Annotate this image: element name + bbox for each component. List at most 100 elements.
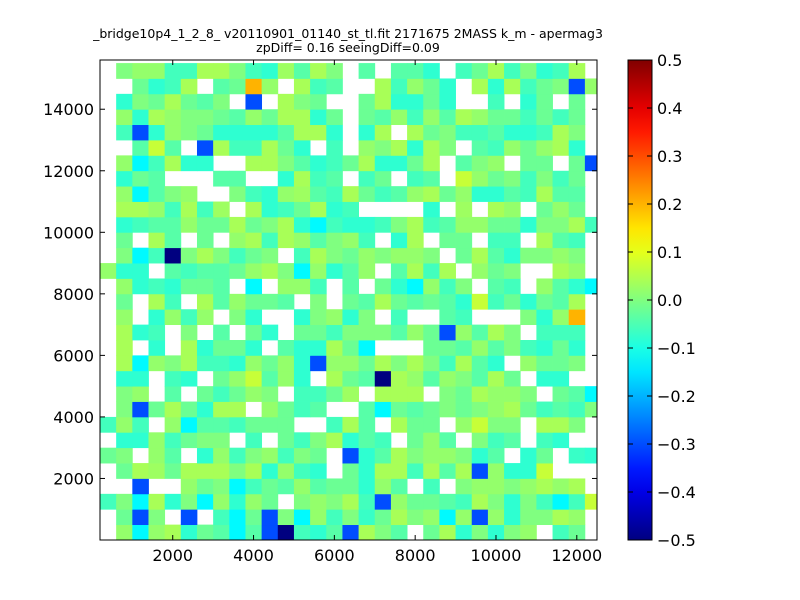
heatmap-cell xyxy=(536,293,553,310)
heatmap-cell xyxy=(504,78,521,95)
heatmap-cell xyxy=(326,386,343,402)
heatmap-cell xyxy=(455,340,473,356)
heatmap-cell xyxy=(164,370,182,387)
heatmap-cell xyxy=(423,263,440,279)
heatmap-cell xyxy=(552,170,570,187)
heatmap-cell xyxy=(520,124,537,141)
heatmap-cell xyxy=(487,401,505,418)
heatmap-cell xyxy=(520,340,537,356)
heatmap-cell xyxy=(116,109,133,126)
heatmap-cell xyxy=(536,124,553,141)
plot-frame xyxy=(99,59,598,541)
heatmap-cell xyxy=(423,355,440,372)
x-tick-label: 2000 xyxy=(152,546,193,565)
heatmap-cell xyxy=(213,370,230,387)
heatmap-cell xyxy=(148,247,166,264)
heatmap-cell xyxy=(568,186,586,202)
heatmap-cell xyxy=(584,155,598,172)
heatmap-cell xyxy=(504,509,521,526)
heatmap-cell xyxy=(213,386,230,402)
heatmap-cell xyxy=(407,109,424,126)
heatmap-cell xyxy=(568,201,586,218)
heatmap-cell xyxy=(584,78,598,95)
heatmap-cell xyxy=(245,524,263,541)
heatmap-cell xyxy=(293,216,311,233)
heatmap-cell xyxy=(310,386,327,402)
heatmap-cell xyxy=(423,478,440,495)
heatmap-cell xyxy=(116,309,133,326)
colorbar-tick-label: −0.4 xyxy=(657,483,696,502)
heatmap-cell xyxy=(180,216,198,233)
heatmap-cell xyxy=(390,232,408,249)
heatmap-cell xyxy=(229,309,246,326)
heatmap-cell xyxy=(213,416,230,433)
heatmap-cell xyxy=(552,524,570,541)
heatmap-cell xyxy=(148,340,166,356)
heatmap-cell xyxy=(342,447,359,464)
heatmap-cell xyxy=(180,78,198,95)
heatmap-cell xyxy=(568,63,586,79)
heatmap-cell xyxy=(229,386,246,402)
heatmap-cell xyxy=(245,201,263,218)
heatmap-cell xyxy=(390,386,408,402)
heatmap-cell xyxy=(196,93,214,110)
heatmap-cell xyxy=(407,247,424,264)
heatmap-cell xyxy=(407,493,424,510)
heatmap-cell xyxy=(487,201,505,218)
heatmap-cell xyxy=(326,186,343,202)
colorbar-tick-label: −0.3 xyxy=(657,435,696,454)
heatmap-cell xyxy=(310,155,327,172)
heatmap-cell xyxy=(358,432,376,449)
heatmap-cell xyxy=(407,386,424,402)
heatmap-cell xyxy=(261,509,279,526)
heatmap-cell xyxy=(536,232,553,249)
heatmap-cell xyxy=(536,340,553,356)
heatmap-cell xyxy=(277,109,295,126)
heatmap-cell xyxy=(342,355,359,372)
heatmap-cell xyxy=(229,124,246,141)
heatmap-cell xyxy=(487,493,505,510)
heatmap-cell xyxy=(374,155,392,172)
heatmap-cell xyxy=(245,263,263,279)
heatmap-cell xyxy=(229,370,246,387)
heatmap-cell xyxy=(536,216,553,233)
heatmap-cell xyxy=(568,170,586,187)
heatmap-cell xyxy=(326,309,343,326)
heatmap-cell xyxy=(342,293,359,310)
heatmap-cell xyxy=(342,324,359,341)
heatmap-cell xyxy=(293,309,311,326)
heatmap-cell xyxy=(552,278,570,295)
heatmap-cell xyxy=(439,309,456,326)
heatmap-cell xyxy=(568,509,586,526)
heatmap-cell xyxy=(423,93,440,110)
heatmap-cell xyxy=(310,324,327,341)
heatmap-cell xyxy=(326,124,343,141)
heatmap-cell xyxy=(536,78,553,95)
heatmap-cell xyxy=(536,309,553,326)
heatmap-cell xyxy=(196,109,214,126)
heatmap-cell xyxy=(213,170,230,187)
heatmap-cell xyxy=(229,293,246,310)
heatmap-cell xyxy=(326,416,343,433)
heatmap-cell xyxy=(213,324,230,341)
heatmap-cell xyxy=(148,355,166,372)
heatmap-cell xyxy=(471,340,489,356)
heatmap-cell xyxy=(229,186,246,202)
heatmap-cell xyxy=(423,293,440,310)
heatmap-cell xyxy=(245,309,263,326)
heatmap-cell xyxy=(471,509,489,526)
heatmap-cell xyxy=(132,109,149,126)
heatmap-cell xyxy=(245,432,263,449)
heatmap-cell xyxy=(455,124,473,141)
heatmap-cell xyxy=(293,478,311,495)
heatmap-cell xyxy=(277,524,295,541)
heatmap-cell xyxy=(439,186,456,202)
heatmap-cell xyxy=(504,493,521,510)
heatmap-cell xyxy=(390,509,408,526)
heatmap-cell xyxy=(293,109,311,126)
heatmap-cell xyxy=(568,263,586,279)
heatmap-cell xyxy=(455,232,473,249)
heatmap-cell xyxy=(132,201,149,218)
heatmap-cell xyxy=(148,78,166,95)
heatmap-cell xyxy=(196,524,214,541)
